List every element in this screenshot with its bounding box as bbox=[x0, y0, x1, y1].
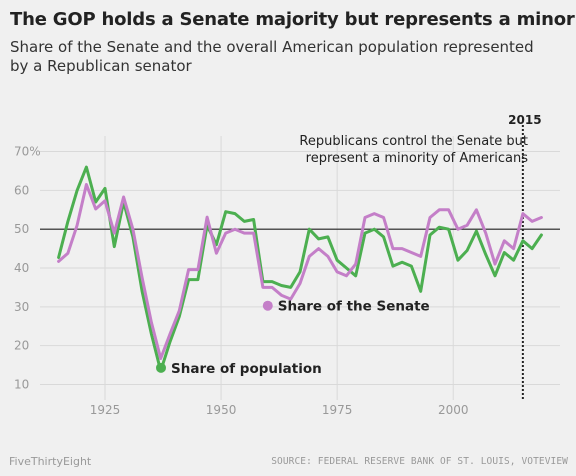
x-tick-label: 1975 bbox=[322, 403, 353, 417]
x-tick-label: 2000 bbox=[438, 403, 469, 417]
senate-legend-dot bbox=[262, 300, 273, 311]
x-tick-label: 1925 bbox=[90, 403, 121, 417]
x-tick-label: 1950 bbox=[206, 403, 237, 417]
y-tick-label: 10 bbox=[14, 377, 29, 391]
y-tick-label: 20 bbox=[14, 339, 29, 353]
chart-title: The GOP holds a Senate majority but repr… bbox=[10, 9, 576, 30]
population-legend-label: Share of population bbox=[171, 361, 322, 377]
y-axis: 10 20 30 40 50 60 70% bbox=[14, 145, 41, 392]
y-tick-label: 70% bbox=[14, 145, 41, 159]
gridlines bbox=[40, 136, 560, 400]
annotation: 2015 Republicans control the Senate but re… bbox=[299, 113, 541, 166]
senate-legend-label: Share of the Senate bbox=[278, 299, 430, 315]
chart-subtitle: Share of the Senate and the overall Amer… bbox=[10, 38, 534, 75]
population-share-line bbox=[57, 165, 543, 373]
annotation-line: represent a minority of Americans bbox=[306, 151, 529, 166]
annotation-line: Republicans control the Senate but bbox=[299, 134, 528, 149]
x-axis: 1925 1950 1975 2000 bbox=[90, 403, 469, 417]
brand-logo: FiveThirtyEight bbox=[9, 455, 92, 468]
line-chart: 10 20 30 40 50 60 70% 1925 1950 1975 2000 2015 Rep… bbox=[14, 113, 560, 417]
y-tick-label: 40 bbox=[14, 261, 29, 275]
annotation-year: 2015 bbox=[508, 113, 541, 127]
series-lines bbox=[57, 165, 543, 373]
series-labels: Share of the Senate Share of population bbox=[156, 299, 430, 377]
y-tick-label: 60 bbox=[14, 183, 29, 197]
senate-share-line bbox=[57, 183, 543, 360]
population-legend-dot bbox=[156, 362, 166, 373]
y-tick-label: 50 bbox=[14, 222, 29, 236]
source-note: SOURCE: FEDERAL RESERVE BANK OF ST. LOUI… bbox=[271, 456, 568, 467]
y-tick-label: 30 bbox=[14, 300, 29, 314]
